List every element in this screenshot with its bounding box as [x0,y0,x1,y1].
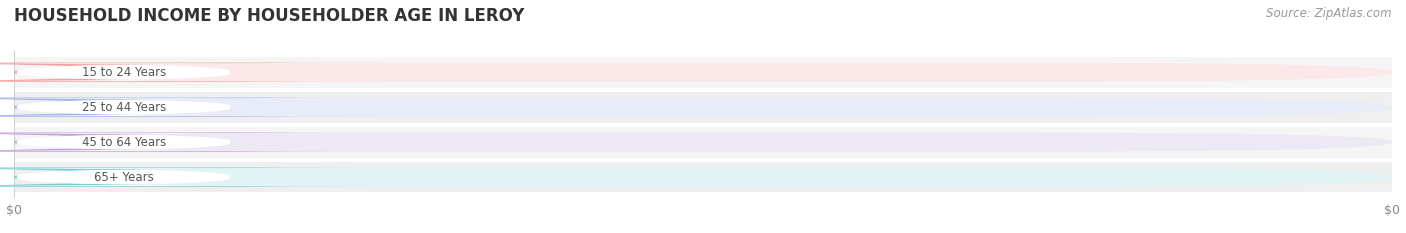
Bar [14,162,1392,192]
FancyBboxPatch shape [0,168,321,186]
FancyBboxPatch shape [14,168,1392,187]
FancyBboxPatch shape [14,98,1392,117]
Text: 15 to 24 Years: 15 to 24 Years [82,66,166,79]
FancyBboxPatch shape [0,98,321,116]
FancyBboxPatch shape [0,63,387,82]
Text: HOUSEHOLD INCOME BY HOUSEHOLDER AGE IN LEROY: HOUSEHOLD INCOME BY HOUSEHOLDER AGE IN L… [14,7,524,25]
FancyBboxPatch shape [0,63,321,81]
Text: $0: $0 [67,171,83,184]
FancyBboxPatch shape [14,63,1392,82]
Text: 25 to 44 Years: 25 to 44 Years [82,101,166,114]
FancyBboxPatch shape [0,133,321,151]
FancyBboxPatch shape [0,98,387,117]
Text: $0: $0 [67,101,83,114]
Bar [14,127,1392,158]
FancyBboxPatch shape [0,133,387,152]
Text: 65+ Years: 65+ Years [94,171,155,184]
Bar [14,92,1392,123]
Text: Source: ZipAtlas.com: Source: ZipAtlas.com [1267,7,1392,20]
FancyBboxPatch shape [0,168,387,187]
Text: $0: $0 [67,136,83,149]
FancyBboxPatch shape [14,133,1392,152]
Bar [14,57,1392,88]
Text: $0: $0 [67,66,83,79]
Text: 45 to 64 Years: 45 to 64 Years [82,136,166,149]
